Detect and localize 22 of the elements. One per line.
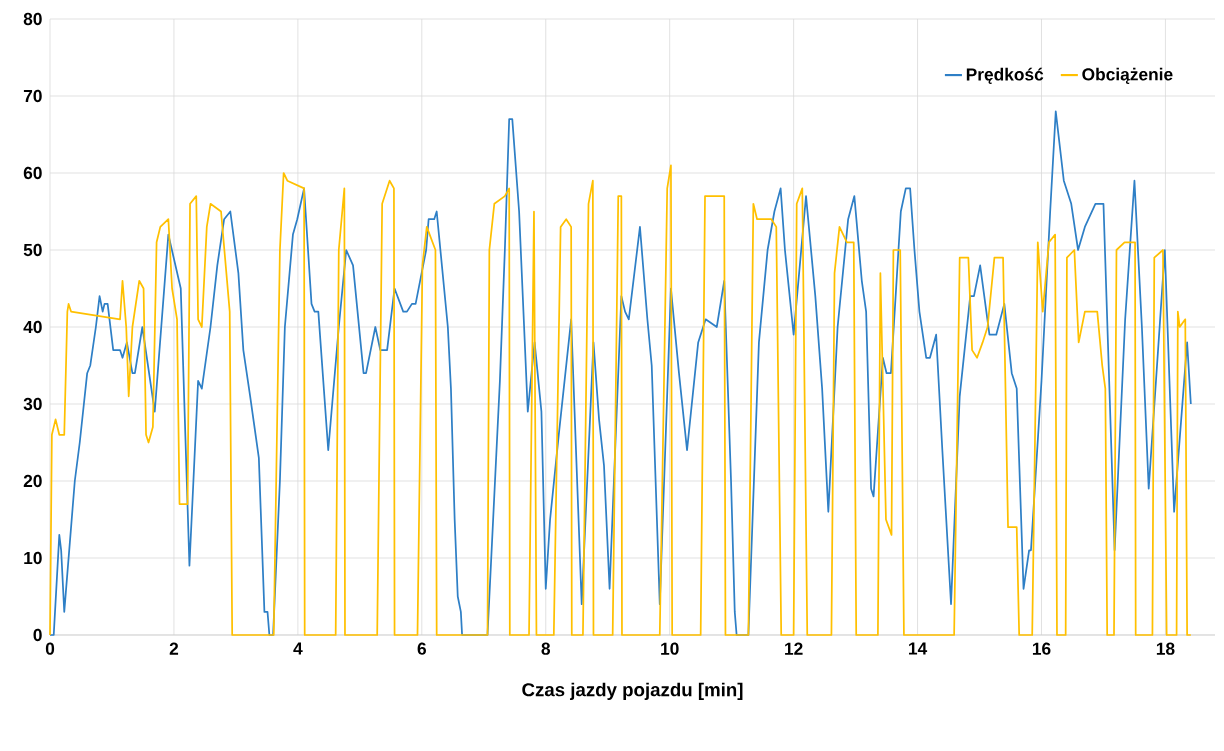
x-tick-label: 8 <box>541 642 551 655</box>
x-tick-label: 4 <box>293 642 303 655</box>
y-tick-label: 10 <box>24 551 42 565</box>
y-tick-label: 0 <box>33 628 42 642</box>
x-tick-label: 18 <box>1156 642 1175 655</box>
x-tick-label: 14 <box>909 642 928 655</box>
y-tick-label: 80 <box>23 12 42 26</box>
x-tick-label: 2 <box>169 642 179 655</box>
y-tick-label: 70 <box>23 89 42 103</box>
y-tick-label: 50 <box>23 243 42 257</box>
x-tick-label: 10 <box>661 642 679 655</box>
x-tick-label: 6 <box>417 642 427 655</box>
y-tick-label: 30 <box>23 397 42 411</box>
y-tick-label: 40 <box>23 320 42 334</box>
x-tick-label: 0 <box>45 642 55 655</box>
legend-label: Obciążenie <box>1082 67 1173 84</box>
y-tick-label: 60 <box>23 166 42 180</box>
x-tick-label: 16 <box>1032 642 1051 655</box>
y-tick-label: 20 <box>23 474 42 488</box>
x-tick-label: 12 <box>785 642 803 655</box>
x-axis-title: Czas jazdy pojazdu [min] <box>522 682 743 701</box>
legend-label: Prędkość <box>966 67 1044 84</box>
